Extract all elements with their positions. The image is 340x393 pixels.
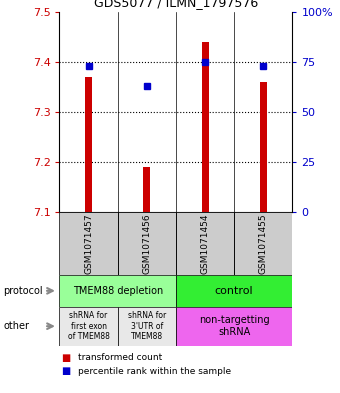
Text: transformed count: transformed count (78, 353, 163, 362)
Text: control: control (215, 286, 254, 296)
Bar (176, 212, 234, 275)
Text: percentile rank within the sample: percentile rank within the sample (78, 367, 231, 376)
Bar (85, 77, 92, 212)
Text: shRNA for
3'UTR of
TMEM88: shRNA for 3'UTR of TMEM88 (128, 311, 166, 341)
Bar (59, 307, 118, 346)
Text: non-targetting
shRNA: non-targetting shRNA (199, 316, 270, 337)
Text: protocol: protocol (3, 286, 43, 296)
Text: GSM1071457: GSM1071457 (84, 213, 93, 274)
Bar (234, 212, 292, 275)
Text: ■: ■ (61, 366, 70, 376)
Title: GDS5077 / ILMN_1797576: GDS5077 / ILMN_1797576 (94, 0, 258, 9)
Bar (143, 167, 150, 212)
Text: GSM1071456: GSM1071456 (142, 213, 151, 274)
Bar (59, 212, 118, 275)
Text: TMEM88 depletion: TMEM88 depletion (73, 286, 163, 296)
Bar (202, 42, 208, 212)
Text: ■: ■ (61, 353, 70, 363)
Bar (176, 307, 292, 346)
Text: GSM1071455: GSM1071455 (259, 213, 268, 274)
Bar (176, 275, 292, 307)
Text: shRNA for
first exon
of TMEM88: shRNA for first exon of TMEM88 (68, 311, 109, 341)
Bar (118, 212, 176, 275)
Text: other: other (3, 321, 29, 331)
Bar (118, 307, 176, 346)
Bar (260, 82, 267, 212)
Bar (59, 275, 176, 307)
Text: GSM1071454: GSM1071454 (201, 213, 209, 274)
